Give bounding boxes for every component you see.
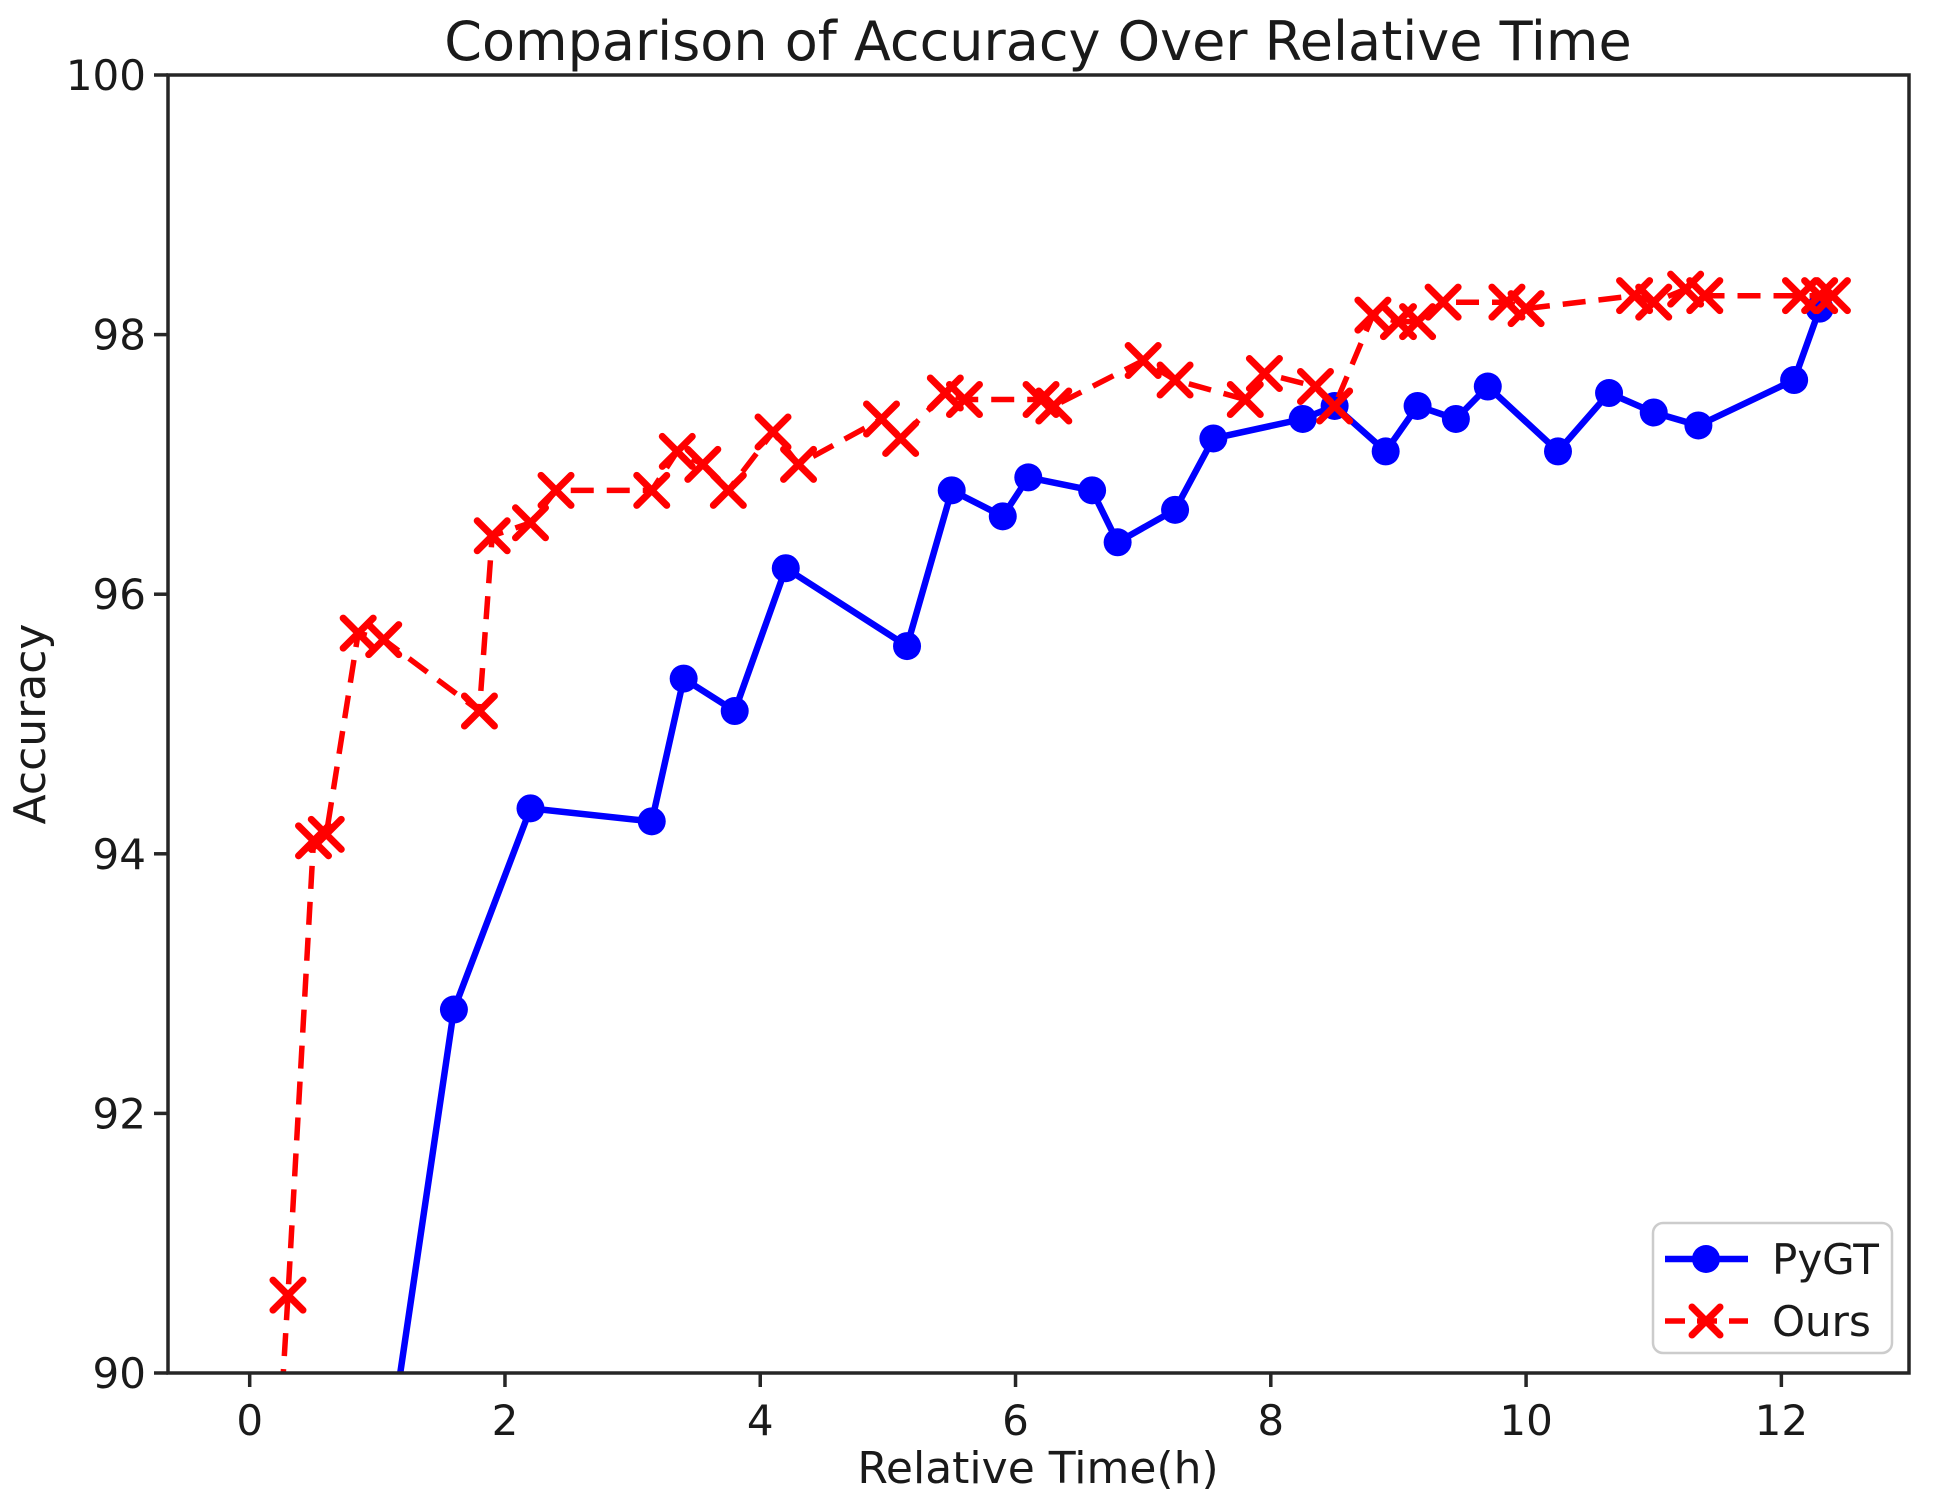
data-point-marker (926, 374, 964, 412)
y-tick-label: 96 (93, 570, 146, 619)
data-point-marker (1801, 277, 1839, 315)
data-point-marker (1371, 437, 1400, 466)
data-point-marker (1245, 355, 1283, 393)
data-point-marker (379, 1411, 407, 1439)
x-tick-label: 0 (236, 1396, 263, 1445)
data-point-marker (1226, 381, 1264, 418)
data-point-marker (720, 697, 749, 726)
y-tick-label: 90 (93, 1349, 146, 1398)
y-tick-label: 98 (93, 311, 146, 360)
data-point-marker (511, 504, 549, 542)
data-point-marker (1124, 342, 1162, 380)
data-point-marker (307, 815, 345, 853)
x-tick-label: 12 (1755, 1396, 1808, 1445)
chart-title: Comparison of Accuracy Over Relative Tim… (444, 10, 1632, 73)
x-tick-label: 8 (1257, 1396, 1284, 1445)
x-tick-label: 4 (747, 1396, 774, 1445)
data-point-marker (365, 621, 403, 659)
data-point-marker (988, 502, 1017, 531)
legend-sample-marker (1688, 1303, 1724, 1339)
data-point-marker (473, 517, 511, 555)
data-point-marker (1595, 379, 1624, 408)
data-point-marker (1399, 303, 1437, 341)
data-point-marker (1543, 437, 1572, 466)
data-point-marker (1103, 528, 1132, 557)
data-point-marker (771, 554, 800, 583)
y-tick-label: 94 (93, 830, 146, 879)
series-markers-pygt (379, 294, 1834, 1439)
series-markers-ours (263, 270, 1851, 1479)
data-point-marker (709, 471, 747, 509)
data-point-marker (516, 794, 545, 823)
legend-entry-label: PyGT (1772, 1235, 1879, 1284)
data-point-marker (1616, 277, 1654, 315)
data-point-marker (1199, 424, 1228, 453)
legend-sample-marker (1692, 1245, 1720, 1273)
data-point-marker (633, 471, 671, 509)
data-point-marker (1473, 372, 1502, 401)
data-point-marker (658, 432, 696, 470)
y-axis-label: Accuracy (5, 624, 56, 825)
data-point-marker (780, 445, 818, 483)
x-tick-label: 10 (1499, 1396, 1552, 1445)
data-point-marker (1639, 398, 1668, 427)
data-point-marker (637, 807, 666, 836)
x-tick-label: 2 (492, 1396, 519, 1445)
series-line-pygt (396, 307, 1823, 1373)
data-point-marker (460, 692, 498, 730)
data-point-marker (1014, 463, 1043, 492)
data-point-marker (1780, 366, 1809, 395)
y-tick-label: 92 (93, 1089, 146, 1138)
plot-series-layer (263, 270, 1851, 1479)
data-point-marker (1156, 361, 1194, 399)
data-point-marker (1161, 495, 1190, 524)
plot-border (166, 73, 1911, 1375)
data-point-marker (439, 995, 468, 1024)
axes-layer: 0 2 4 6 8 10 12 90 92 94 96 98 100 (66, 51, 1911, 1445)
data-point-marker (1813, 277, 1851, 315)
data-point-marker (269, 1276, 307, 1314)
data-point-marker (537, 471, 575, 509)
legend-entry-label: Ours (1772, 1297, 1871, 1346)
data-point-marker (1667, 270, 1705, 308)
data-point-marker (1686, 277, 1724, 315)
data-point-marker (1441, 404, 1470, 433)
data-point-marker (1316, 387, 1354, 425)
data-point-marker (937, 476, 966, 505)
data-point-marker (882, 419, 920, 457)
data-point-marker (1424, 283, 1462, 321)
x-tick-label: 6 (1002, 1396, 1029, 1445)
data-point-marker (1403, 391, 1432, 420)
legend: PyGT Ours (1651, 1221, 1894, 1355)
data-point-marker (263, 1449, 293, 1479)
data-point-marker (1035, 387, 1073, 425)
data-point-marker (1507, 290, 1545, 328)
data-point-marker (754, 413, 792, 451)
data-point-marker (1684, 411, 1713, 440)
data-point-marker (1488, 283, 1526, 321)
series-line-ours (280, 286, 1833, 1373)
data-point-marker (893, 632, 922, 661)
data-point-marker (945, 381, 983, 418)
x-axis-label: Relative Time(h) (857, 1443, 1218, 1494)
y-tick-label: 100 (66, 51, 146, 100)
data-point-marker (669, 664, 698, 693)
data-point-marker (1078, 476, 1107, 505)
data-point-marker (1635, 283, 1673, 321)
data-point-marker (1288, 404, 1317, 433)
